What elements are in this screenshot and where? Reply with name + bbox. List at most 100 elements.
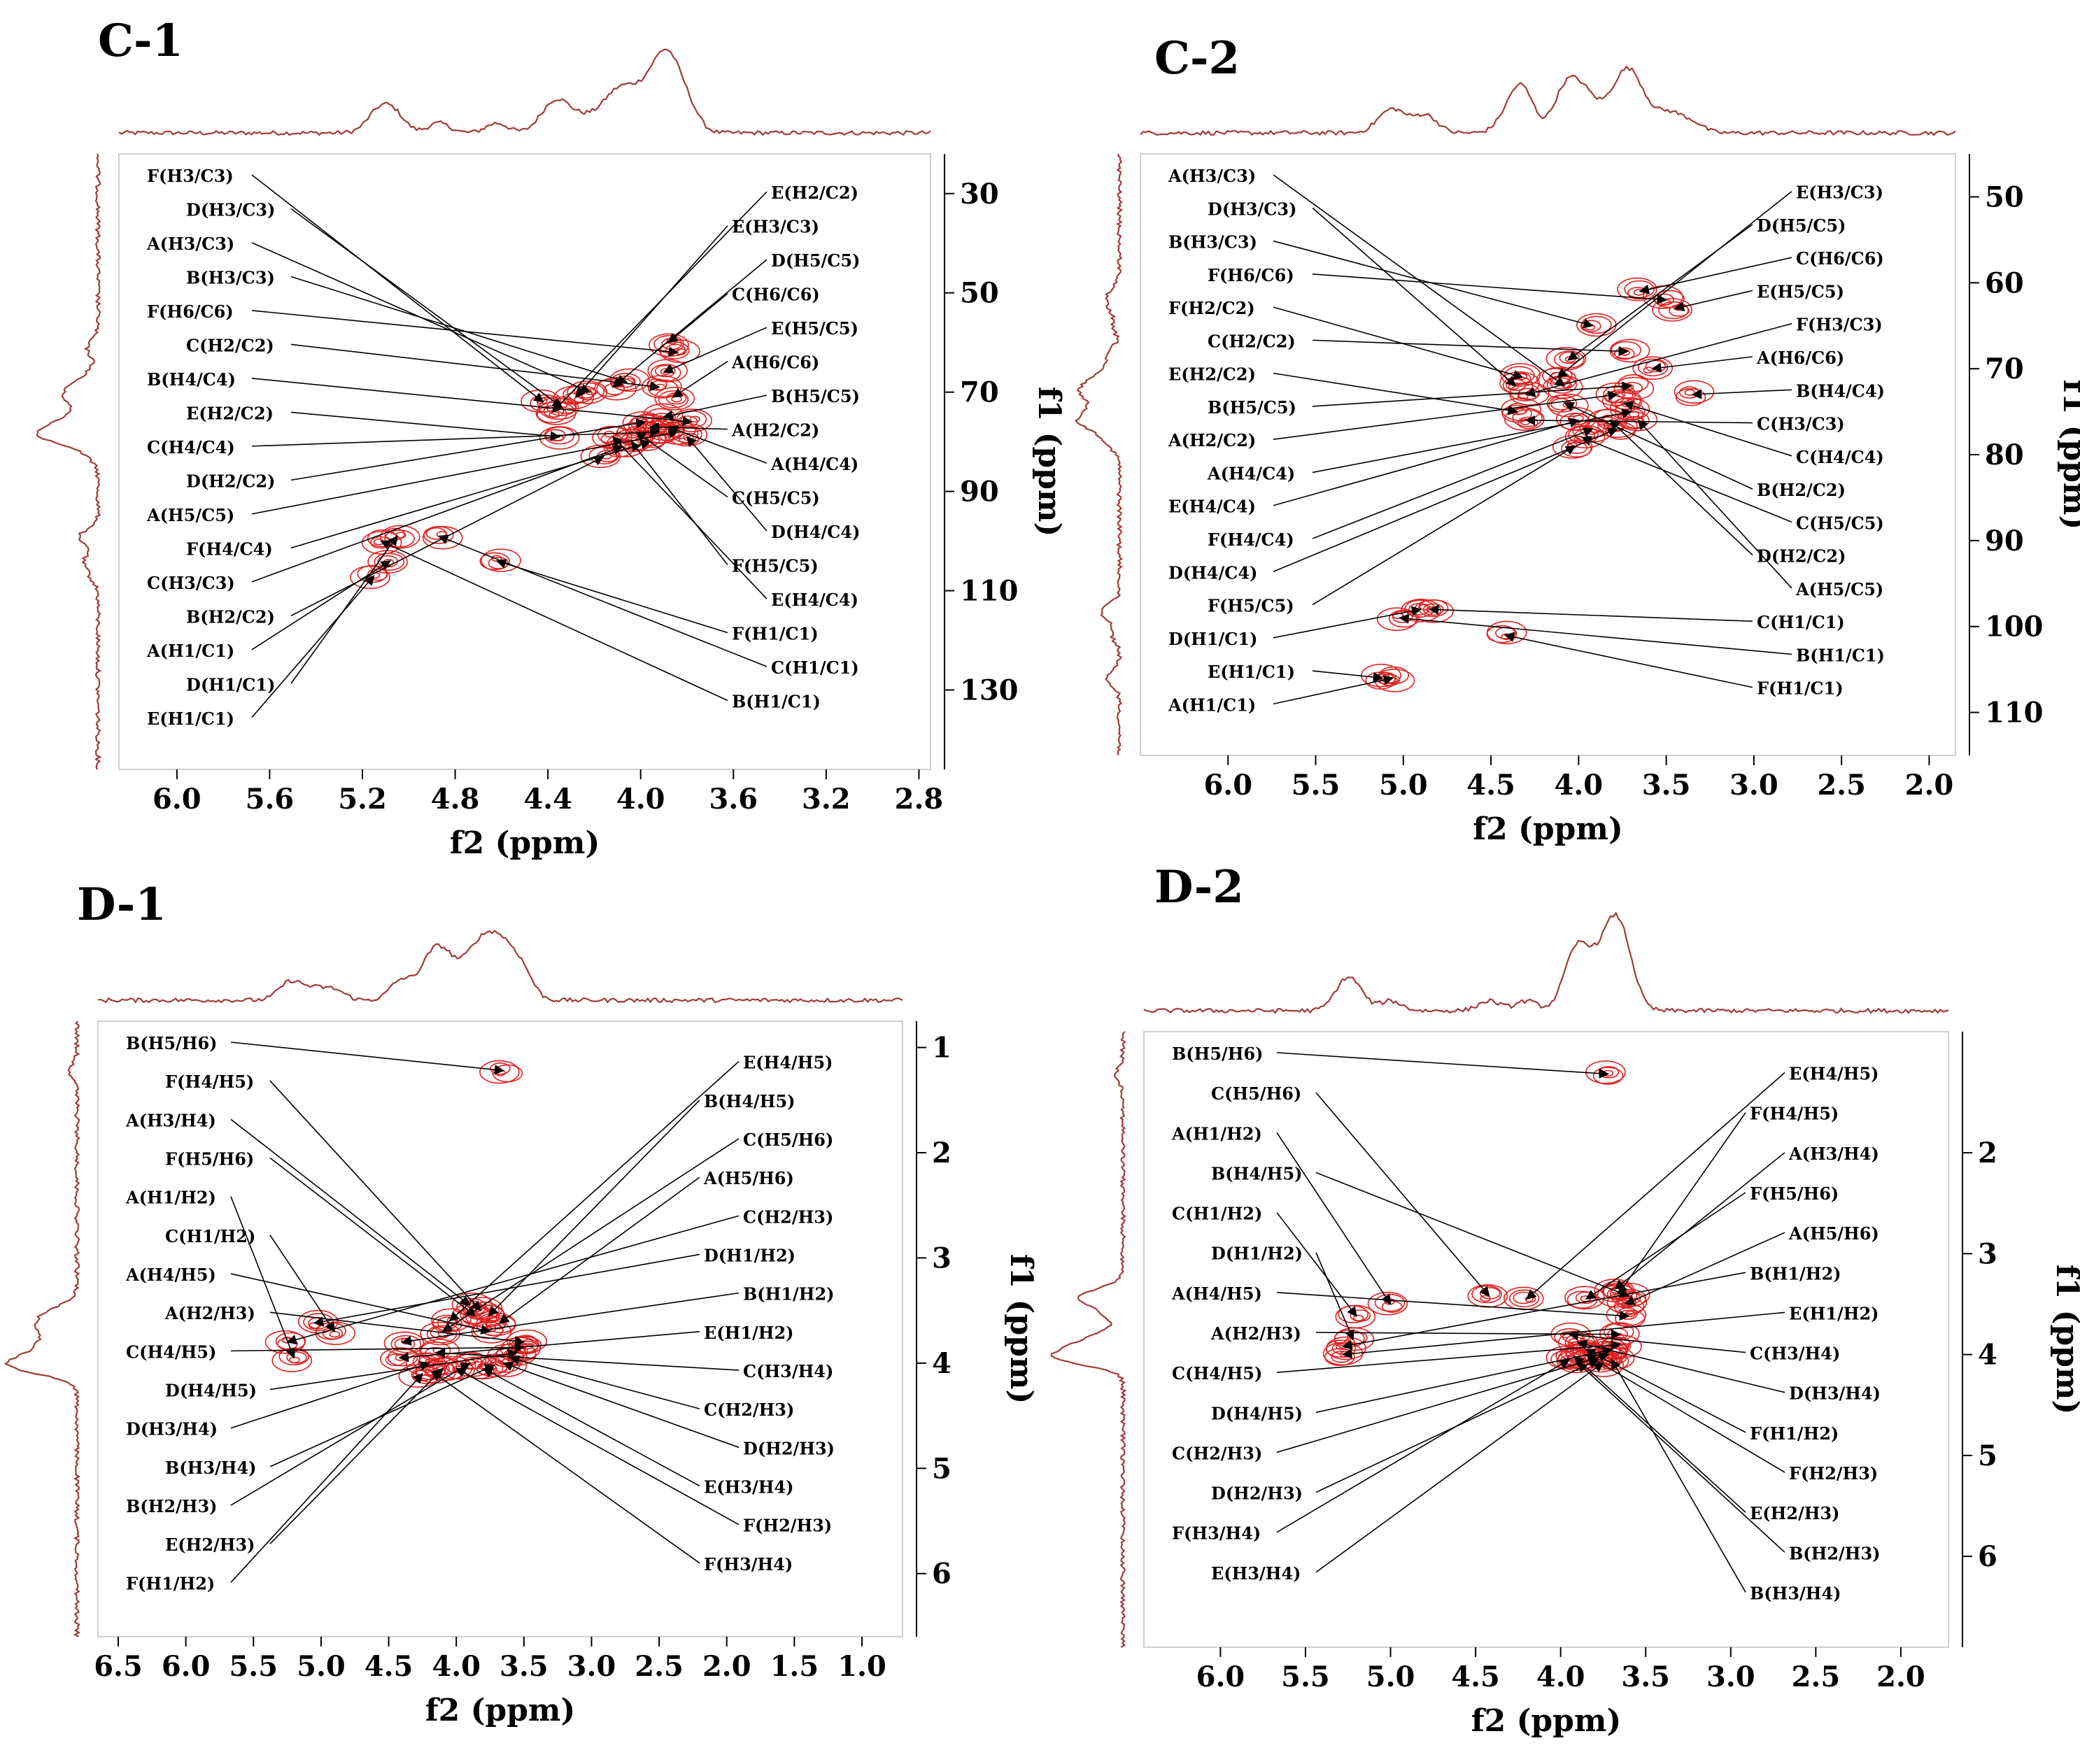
contour-peak <box>1382 1300 1403 1313</box>
peak-label: C(H3/H4) <box>743 1361 833 1381</box>
peak-label: E(H3/H4) <box>704 1477 794 1497</box>
axes: 6.5 6.0 5.5 5.0 4.5 4.0 3.5 3.0 2.5 2.0 1.5 1.0 f2 (… <box>94 1021 1039 1728</box>
x-axis-label: f2 (ppm) <box>425 1693 576 1728</box>
contour-peak <box>1653 293 1674 306</box>
panel-title: D-2 <box>1154 861 1244 913</box>
annotation-arrow <box>1691 389 1792 399</box>
contour-peak <box>1548 393 1589 418</box>
x-tick-label: 3.0 <box>567 1650 616 1683</box>
peak-label: D(H3/H4) <box>126 1419 218 1439</box>
f1-projection <box>3 1020 81 1637</box>
peak-label: E(H5/C5) <box>771 318 858 339</box>
peak-label: A(H1/C1) <box>146 641 234 661</box>
annotation-arrow <box>290 343 660 392</box>
peak-label: D(H4/C4) <box>1168 562 1257 583</box>
y-tick-label: 70 <box>960 376 999 409</box>
peak-label: A(H3/H4) <box>125 1110 216 1130</box>
peak-label: C(H4/C4) <box>147 437 235 457</box>
peak-label: C(H1/C1) <box>771 657 859 678</box>
contour-peak <box>1512 408 1543 427</box>
peak-label: E(H1/H2) <box>704 1323 794 1343</box>
peak-label: F(H2/H3) <box>1789 1463 1878 1484</box>
annotation-arrow <box>313 1253 700 1327</box>
peak-label: A(H1/H2) <box>125 1188 216 1208</box>
annotation-arrow <box>1315 1362 1604 1573</box>
annotation-arrow <box>380 540 728 702</box>
peak-label: C(H3/C3) <box>1757 414 1845 434</box>
peak-label: D(H1/C1) <box>186 674 275 695</box>
peak-label: E(H4/C4) <box>771 590 858 610</box>
annotation-arrow <box>1273 390 1618 440</box>
peak-label: F(H1/H2) <box>1750 1423 1839 1444</box>
annotation-arrow <box>1651 356 1753 373</box>
peak-label: E(H1/H2) <box>1789 1303 1879 1323</box>
annotation-arrow <box>611 436 767 599</box>
annotation-arrow <box>1276 1359 1571 1533</box>
peak-label: C(H6/C6) <box>732 285 820 305</box>
contour-peak <box>425 527 447 540</box>
x-tick-label: 3.5 <box>1642 769 1691 802</box>
contour-peak <box>361 531 402 555</box>
f2-projection <box>1140 65 1956 136</box>
x-tick-label: 5.0 <box>1366 1660 1415 1693</box>
x-tick-label: 4.0 <box>1536 1660 1585 1693</box>
panel-d-1: D-1 6.5 6.0 5.5 5.0 4.5 4.0 3.5 3.0 2.5 2.0 1.5 1.0 f… <box>3 879 1039 1728</box>
peak-annotations: A(H3/C3) E(H3/C3) D(H3/C3) D(H5/C5) B(H3/C3)… <box>1168 166 1885 715</box>
annotation-arrow <box>431 1371 700 1564</box>
contour-peak <box>1388 609 1420 628</box>
annotation-arrow <box>1273 427 1618 573</box>
x-tick-label: 2.5 <box>635 1650 684 1683</box>
x-axis-label: f2 (ppm) <box>450 825 600 861</box>
contour-peak <box>1632 356 1673 380</box>
annotation-arrow <box>482 1367 700 1487</box>
annotation-arrow <box>649 422 728 432</box>
peak-label: A(H2/H3) <box>164 1303 255 1323</box>
contour-peak <box>647 359 688 383</box>
x-axis-label: f2 (ppm) <box>1471 1703 1622 1739</box>
peak-label: A(H5/H6) <box>1788 1223 1879 1244</box>
contour-peak <box>580 444 621 469</box>
peak-label: E(H2/C2) <box>1168 364 1256 385</box>
peak-annotations: F(H3/C3) E(H2/C2) D(H3/C3) E(H3/C3) A(H3/C3)… <box>146 166 860 729</box>
peak-label: B(H1/H2) <box>743 1284 835 1304</box>
annotation-arrow <box>230 1118 471 1307</box>
annotation-arrow <box>290 411 561 441</box>
y-axis-label: f1 (ppm) <box>1003 1254 1039 1404</box>
annotation-arrow <box>1614 1152 1785 1290</box>
peak-label: D(H2/H3) <box>1211 1484 1303 1504</box>
contour-peak <box>1564 1286 1605 1310</box>
annotation-arrow <box>1273 418 1580 506</box>
contour-peak <box>1675 387 1706 406</box>
y-tick-label: 70 <box>1985 353 2024 385</box>
contour-peak <box>1611 341 1641 360</box>
contour-peak <box>553 385 595 410</box>
axes: 6.0 5.5 5.0 4.5 4.0 3.5 3.0 2.5 2.0 f2 (ppm) 2 3 4 5 6… <box>1196 1032 2080 1739</box>
peak-label: A(H5/C5) <box>146 505 234 525</box>
y-tick-label: 5 <box>932 1452 951 1485</box>
peak-label: A(H2/C2) <box>1168 430 1256 450</box>
annotation-arrow <box>1399 613 1792 655</box>
x-tick-label: 3.0 <box>1706 1660 1755 1693</box>
y-tick-label: 6 <box>932 1558 951 1591</box>
peak-label: E(H4/H5) <box>1789 1064 1879 1084</box>
panel-c-1: C-1 6.0 5.6 5.2 4.8 4.4 4.0 3.6 3.2 2.8 f2 (ppm) 30… <box>36 15 1067 861</box>
peak-label: C(H2/H3) <box>743 1207 833 1227</box>
peak-label: D(H1/H2) <box>704 1245 795 1265</box>
axes: 6.0 5.6 5.2 4.8 4.4 4.0 3.6 3.2 2.8 f2 (ppm) 30 50 7… <box>153 154 1067 861</box>
annotation-arrow <box>251 575 375 718</box>
x-tick-label: 2.5 <box>1792 1660 1841 1693</box>
peak-label: C(H1/H2) <box>165 1226 255 1246</box>
peak-label: E(H4/H5) <box>743 1053 833 1073</box>
annotation-arrow <box>1428 604 1753 622</box>
annotation-arrow <box>1315 1092 1490 1297</box>
x-tick-label: 6.0 <box>162 1650 211 1683</box>
y-tick-label: 90 <box>960 476 999 508</box>
peak-label: B(H5/C5) <box>1208 397 1296 418</box>
annotation-arrow <box>1276 1212 1357 1317</box>
contour-peak <box>430 1326 451 1339</box>
contour-peak <box>481 548 521 572</box>
y-tick-label: 110 <box>1985 697 2044 730</box>
peak-label: A(H3/C3) <box>1168 166 1256 186</box>
contour-peak <box>1471 1285 1502 1304</box>
projection-spectra <box>1050 911 1949 1648</box>
